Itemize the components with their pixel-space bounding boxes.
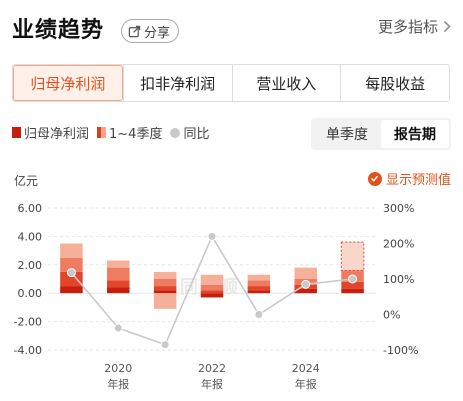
legend-quarters: 1~4季度 [97,123,162,142]
share-button[interactable]: 分享 [121,19,180,43]
legend-net-profit-swatch [12,127,21,138]
y2-axis-tick-label: 200% [383,238,414,251]
period-toggle: 单季度 报告期 [311,118,451,150]
bar-quarter-segment [247,280,271,287]
bar-quarter-segment [60,286,83,294]
bar-quarter-segment [107,260,130,268]
y2-axis-tick-label: 300% [383,202,414,215]
bar-negative-segment [153,293,177,309]
yoy-point [160,340,170,350]
bar-quarter-segment [247,286,271,291]
bar-quarter-segment [341,288,364,294]
bar-quarter-segment [341,281,364,289]
legend-yoy-label: 同比 [183,127,210,142]
bar-quarter-segment [153,279,177,287]
page-title: 业绩趋势 [12,18,105,43]
show-forecast-label: 显示预测值 [385,173,451,188]
y-axis-tick-label: 6.00 [18,202,43,215]
more-metrics-link[interactable]: 更多指标 [378,16,451,37]
bar-quarter-segment [153,286,177,291]
bar-quarter-segment [200,293,224,298]
period-quarterly-option[interactable]: 单季度 [326,127,368,143]
x-axis-year-label: 2022 [198,362,226,375]
y-axis-tick-label: -4.00 [14,344,42,357]
bar-quarter-segment [107,287,130,294]
share-label: 分享 [144,25,171,41]
legend-quarters-swatch [97,127,107,138]
y-axis-tick-label: -2.00 [14,316,42,329]
legend-net-profit: 归母净利润 [12,123,89,142]
legend-net-profit-label: 归母净利润 [24,127,90,142]
bar-quarter-segment [200,290,224,294]
bar-quarter-segment [200,274,224,285]
bar-quarter-segment [107,267,130,281]
yoy-point [348,274,358,284]
y-axis-tick-label: 4.00 [18,230,43,243]
unit-label: 亿元 [14,174,39,188]
x-axis-period-label: 年报 [295,377,317,391]
y2-axis-tick-label: 0% [383,309,400,322]
bar-quarter-segment [60,271,83,287]
bar-quarter-segment [107,280,130,288]
legend-yoy: 同比 [170,123,209,142]
yoy-point [113,323,123,333]
more-metrics-label: 更多指标 [377,18,438,36]
bar-quarter-segment [294,267,317,279]
x-axis-year-label: 2020 [104,362,132,375]
chart-legend: 归母净利润 1~4季度 同比 [12,123,217,142]
performance-chart: 同花顺6.004.002.000.00-2.00-4.00300%200%100… [0,195,463,401]
bar-quarter-segment [60,243,83,258]
bar-quarter-segment [60,257,83,272]
checkmark-icon [367,171,382,186]
tab-deducted-net-profit[interactable]: 扣非净利润 [122,65,232,101]
yoy-point [301,279,311,289]
x-axis-period-label: 年报 [201,377,223,391]
bar-quarter-segment [153,271,177,279]
share-icon [128,25,141,37]
tab-net-profit[interactable]: 归母净利润 [13,65,123,101]
yoy-point [254,310,264,319]
y2-axis-tick-label: -100% [383,344,418,357]
bar-quarter-segment [153,290,177,294]
bar-quarter-segment [247,274,271,281]
y-axis-tick-label: 2.00 [18,259,43,272]
legend-quarters-label: 1~4季度 [109,127,163,142]
yoy-point [207,231,217,241]
bar-quarter-segment [200,284,224,291]
x-axis-year-label: 2024 [292,362,320,375]
y-axis-tick-label: 0.00 [18,287,43,300]
tab-revenue[interactable]: 营业收入 [231,65,341,101]
performance-chart-svg: 同花顺6.004.002.000.00-2.00-4.00300%200%100… [14,202,419,391]
tab-eps[interactable]: 每股收益 [340,65,449,101]
metric-tabs: 归母净利润 扣非净利润 营业收入 每股收益 [12,64,450,102]
bar-quarter-segment [247,290,271,294]
x-axis-period-label: 年报 [107,377,129,391]
show-forecast-toggle[interactable]: 显示预测值 [367,169,451,188]
legend-yoy-dot [170,127,181,138]
chevron-right-icon [443,20,451,33]
bar-quarter-segment [340,241,365,271]
y2-axis-tick-label: 100% [383,273,414,286]
yoy-point [66,268,76,278]
period-report-option[interactable]: 报告期 [381,120,449,148]
bar-quarter-segment [294,288,317,294]
